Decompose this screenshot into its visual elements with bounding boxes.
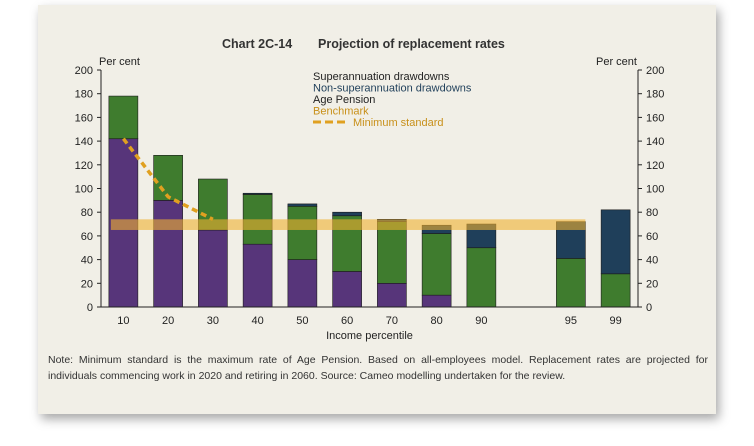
x-tick-label: 50 <box>296 315 308 327</box>
chart-note: Note: Minimum standard is the maximum ra… <box>48 354 708 382</box>
y-tick-label-left: 60 <box>81 231 93 243</box>
y-axis-label-left: Per cent <box>99 56 140 68</box>
y-tick-label-right: 140 <box>646 136 664 148</box>
y-tick-label-left: 160 <box>75 112 93 124</box>
bar-non-superannuation-drawdowns-99 <box>600 209 631 275</box>
y-tick-label-left: 120 <box>75 160 93 172</box>
chart-title: Projection of replacement rates <box>318 37 505 51</box>
y-tick-label-right: 40 <box>646 255 658 267</box>
bar-superannuation-drawdowns-10 <box>108 95 139 140</box>
x-tick-label: 90 <box>475 315 487 327</box>
benchmark-band <box>110 219 586 230</box>
x-tick-label: 60 <box>341 315 353 327</box>
bar-age-pension-50 <box>287 259 318 308</box>
chart-number: Chart 2C-14 <box>222 37 292 51</box>
x-tick-label: 30 <box>207 315 219 327</box>
y-tick-label-right: 160 <box>646 112 664 124</box>
bar-non-superannuation-drawdowns-40 <box>242 192 273 195</box>
bar-superannuation-drawdowns-50 <box>287 205 318 260</box>
y-tick-label-right: 180 <box>646 89 664 101</box>
minimum-standard-line <box>121 137 214 221</box>
x-tick-label: 99 <box>610 315 622 327</box>
bar-age-pension-60 <box>332 271 362 308</box>
bar-age-pension-70 <box>377 282 407 308</box>
bar-age-pension-80 <box>421 294 452 308</box>
bar-non-superannuation-drawdowns-60 <box>332 211 362 217</box>
x-axis-label: Income percentile <box>326 330 413 342</box>
y-tick-label-right: 60 <box>646 231 658 243</box>
y-tick-label-left: 80 <box>81 207 93 219</box>
x-tick-label: 95 <box>565 315 577 327</box>
legend-superannuation-drawdowns: Superannuation drawdowns <box>313 71 450 83</box>
y-tick-label-left: 20 <box>81 278 93 290</box>
bar-superannuation-drawdowns-99 <box>600 273 631 308</box>
chart-card <box>38 5 716 414</box>
legend-age-pension: Age Pension <box>313 94 375 106</box>
bar-superannuation-drawdowns-20 <box>153 155 183 201</box>
bar-superannuation-drawdowns-90 <box>466 247 497 308</box>
x-tick-label: 10 <box>117 315 129 327</box>
bar-age-pension-40 <box>242 243 273 308</box>
y-tick-label-right: 20 <box>646 278 658 290</box>
x-tick-label: 70 <box>386 315 398 327</box>
bar-superannuation-drawdowns-70 <box>377 221 407 284</box>
y-tick-label-right: 0 <box>646 302 652 314</box>
legend-minimum-standard: Minimum standard <box>353 117 443 129</box>
y-axis-label-right: Per cent <box>596 56 637 68</box>
bar-age-pension-20 <box>153 200 183 308</box>
y-tick-label-left: 140 <box>75 136 93 148</box>
x-tick-label: 20 <box>162 315 174 327</box>
y-tick-label-left: 200 <box>75 65 93 77</box>
y-tick-label-right: 200 <box>646 65 664 77</box>
legend-non-superannuation-drawdowns: Non-superannuation drawdowns <box>313 83 472 95</box>
x-tick-label: 80 <box>431 315 443 327</box>
x-tick-label: 40 <box>252 315 264 327</box>
bar-superannuation-drawdowns-95 <box>556 258 586 308</box>
y-tick-label-left: 40 <box>81 255 93 267</box>
y-tick-label-left: 180 <box>75 89 93 101</box>
y-tick-label-left: 0 <box>87 302 93 314</box>
bar-age-pension-30 <box>198 229 228 308</box>
y-tick-label-left: 100 <box>75 184 93 196</box>
legend-benchmark: Benchmark <box>313 106 369 118</box>
y-tick-label-right: 100 <box>646 184 664 196</box>
y-tick-label-right: 120 <box>646 160 664 172</box>
bar-non-superannuation-drawdowns-50 <box>287 203 318 207</box>
bar-superannuation-drawdowns-80 <box>421 233 452 296</box>
y-tick-label-right: 80 <box>646 207 658 219</box>
